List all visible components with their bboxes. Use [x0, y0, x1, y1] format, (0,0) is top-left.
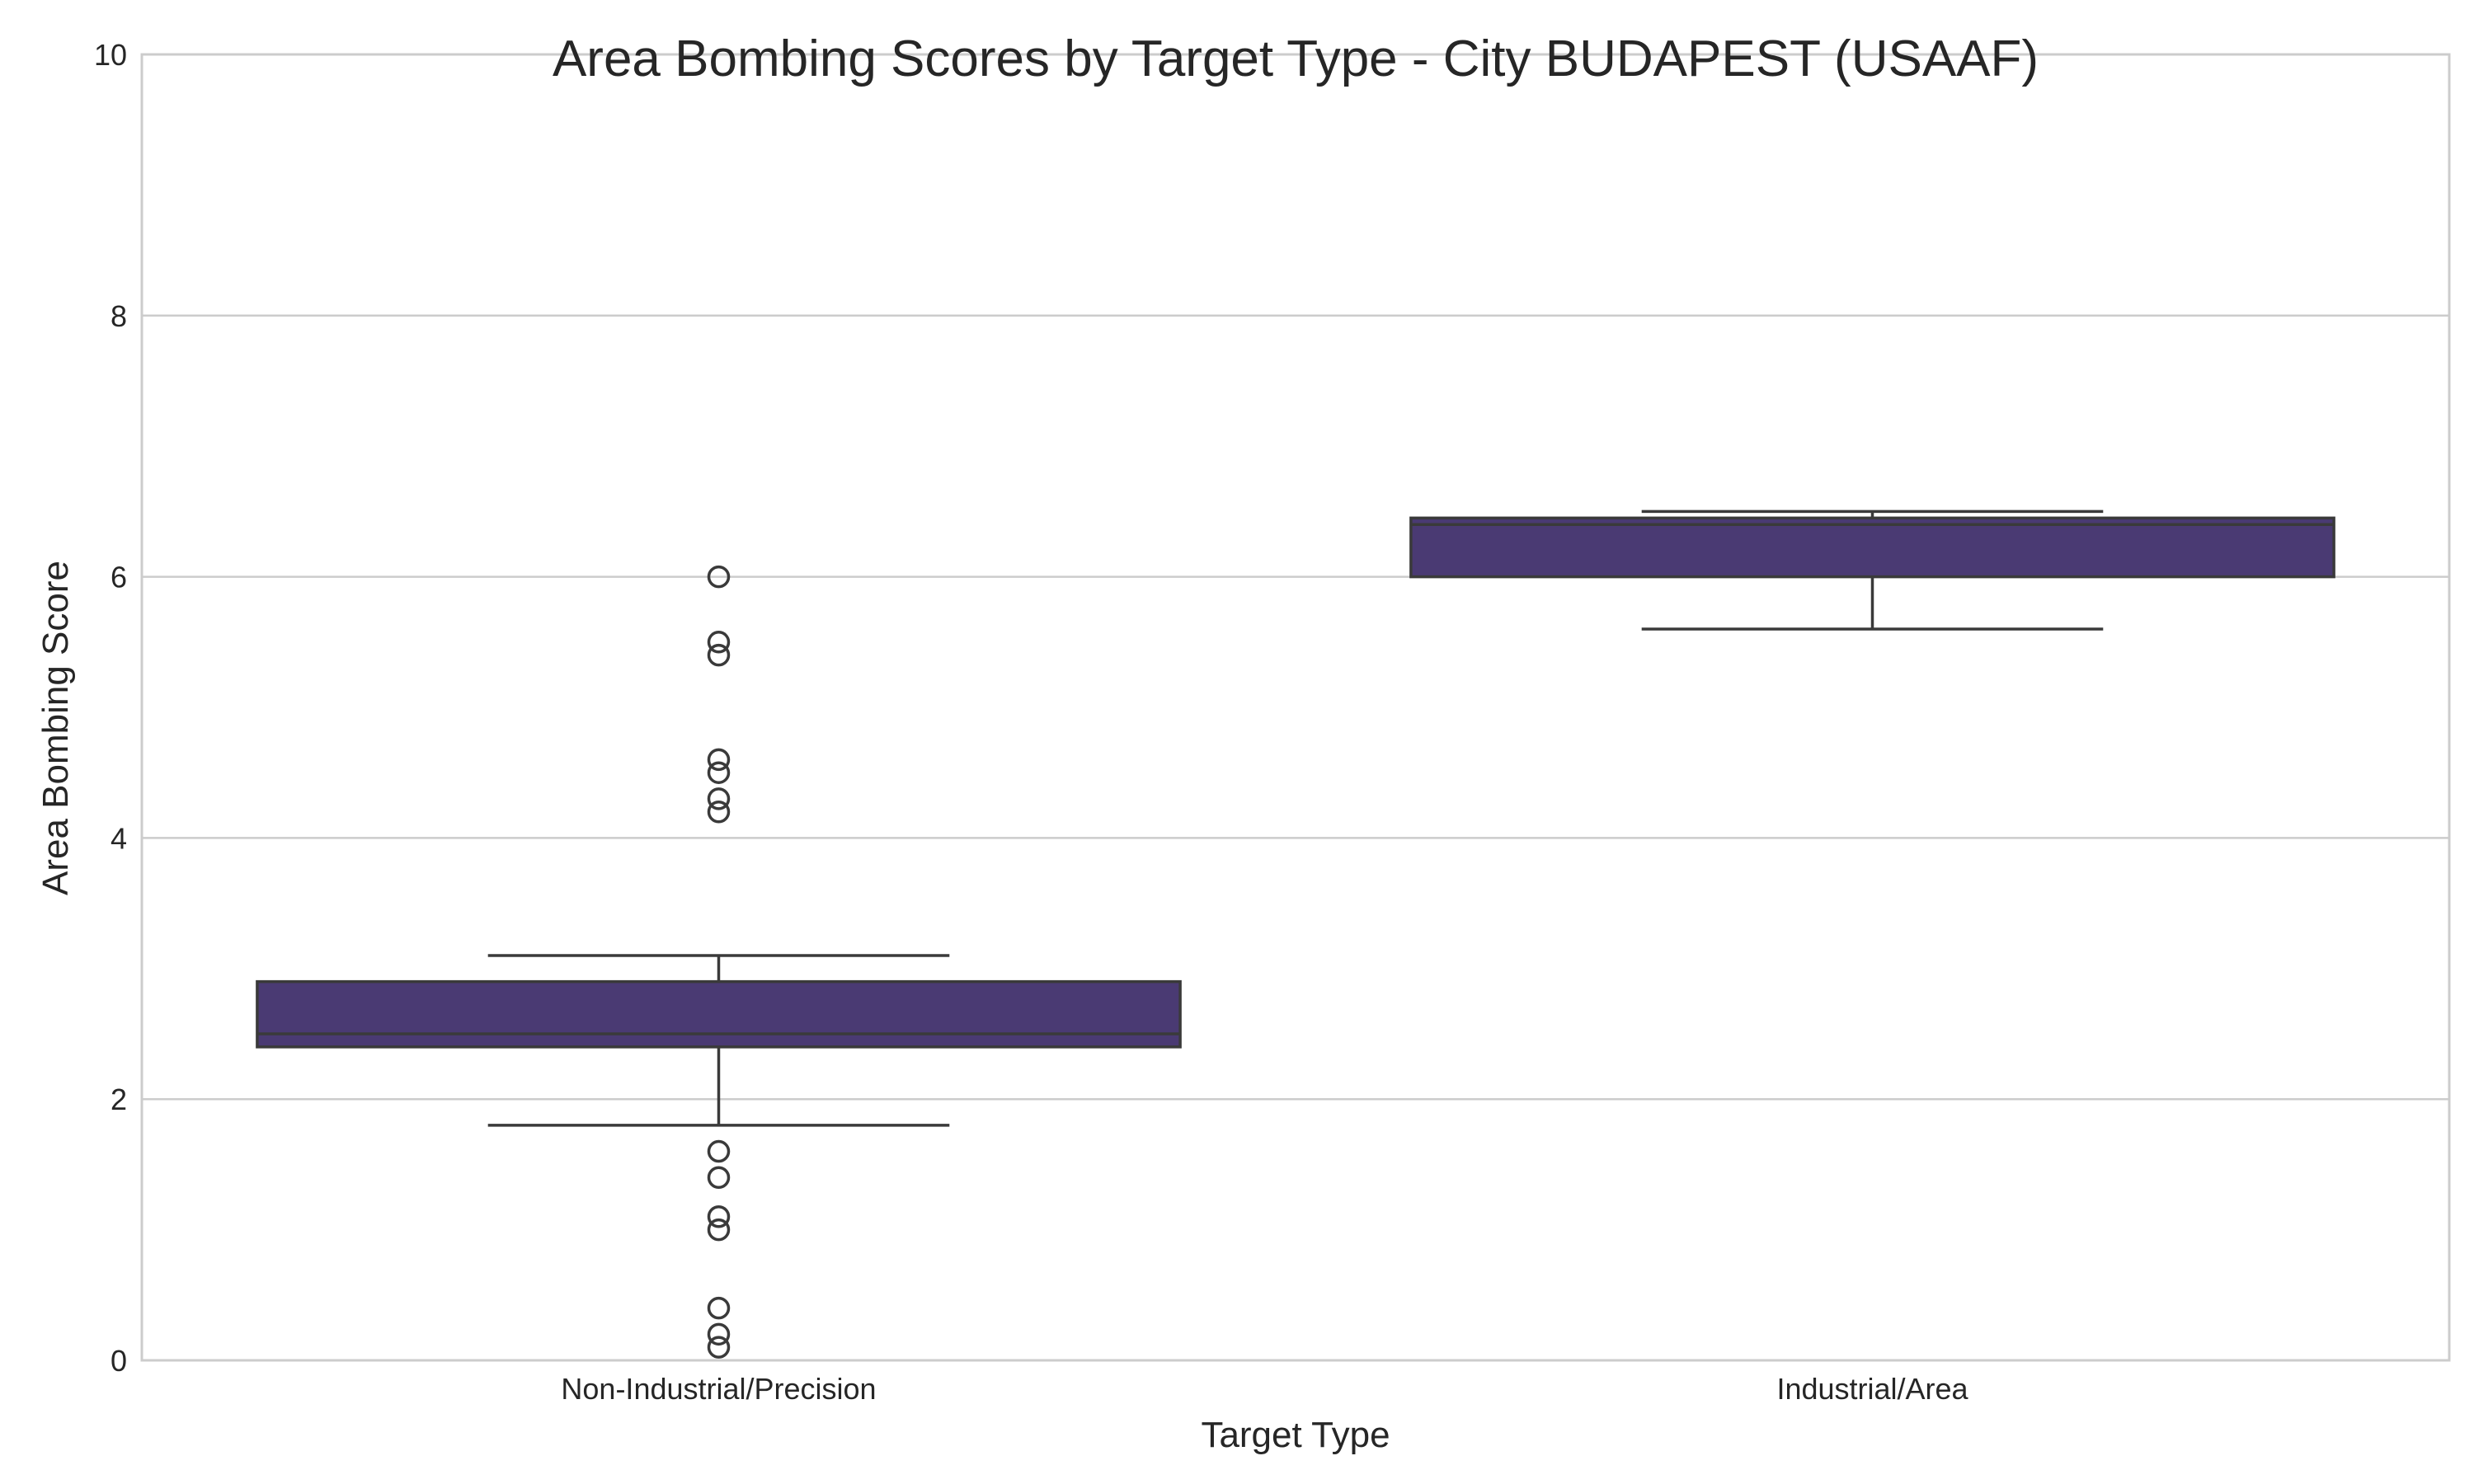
y-tick-label: 10 — [94, 38, 127, 72]
boxes — [256, 510, 2335, 1359]
outlier-point — [707, 643, 731, 667]
box-iqr — [1409, 516, 2335, 579]
x-axis-label: Target Type — [1201, 1415, 1390, 1455]
y-tick-label: 2 — [111, 1082, 127, 1116]
x-tick-label: Non-Industrial/Precision — [561, 1372, 876, 1406]
x-tick-label: Industrial/Area — [1776, 1372, 1968, 1406]
outlier-point — [707, 1218, 731, 1242]
outlier-point — [707, 761, 731, 784]
y-axis-ticks: 0 2 4 6 8 10 — [94, 38, 127, 1378]
box-iqr — [256, 979, 1182, 1049]
outlier-point — [707, 1139, 731, 1163]
box-group — [1409, 510, 2335, 631]
outlier-point — [707, 800, 731, 824]
outlier-point — [707, 1322, 731, 1346]
outlier-point — [707, 565, 731, 589]
outlier-point — [707, 748, 731, 772]
outlier-point — [707, 1166, 731, 1189]
y-axis-label: Area Bombing Score — [35, 561, 76, 895]
box-group — [256, 565, 1182, 1359]
x-axis-ticks: Non-Industrial/Precision Industrial/Area — [561, 1372, 1968, 1406]
outlier-point — [707, 631, 731, 654]
grid-lines — [142, 314, 2449, 1101]
outlier-point — [707, 1296, 731, 1320]
y-tick-label: 0 — [111, 1344, 127, 1378]
y-tick-label: 8 — [111, 299, 127, 333]
y-tick-label: 6 — [111, 561, 127, 594]
chart-title: Area Bombing Scores by Target Type - Cit… — [553, 31, 2039, 87]
plot-area-frame — [140, 53, 2451, 1362]
y-tick-label: 4 — [111, 821, 127, 855]
outlier-point — [707, 787, 731, 810]
outlier-point — [707, 1205, 731, 1228]
outlier-point — [707, 1336, 731, 1359]
